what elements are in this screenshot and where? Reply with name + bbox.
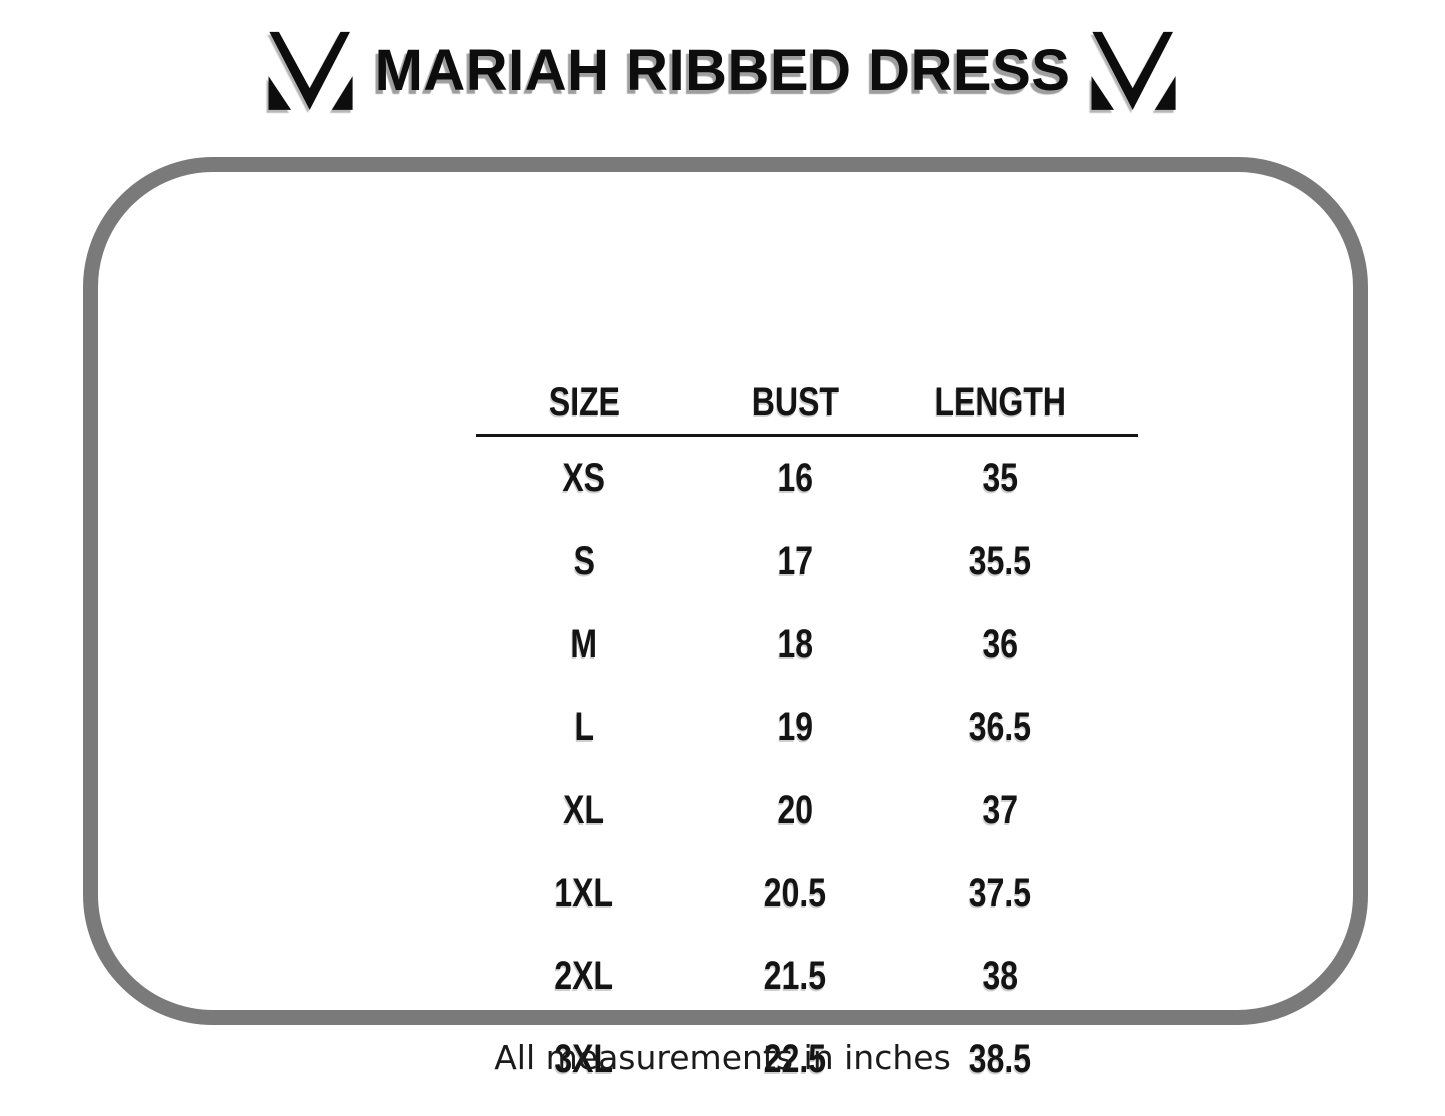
- cell-size: XS: [562, 456, 606, 500]
- cell-bust: 21.5: [763, 954, 827, 998]
- cell-size: 2XL: [554, 954, 614, 998]
- size-chart-panel: SIZE BUST LENGTH XS 16 35 S 17 35.5 M 18…: [83, 157, 1368, 1081]
- table-row: L 19 36.5: [476, 686, 1138, 769]
- table-row: 2XL 21.5 38: [476, 935, 1138, 1018]
- cell-bust: 16: [777, 456, 813, 500]
- page-title: MARIAH RIBBED DRESS: [374, 37, 1071, 103]
- cell-size: L: [574, 705, 594, 749]
- cell-size: M: [570, 622, 598, 666]
- cell-length: 38: [982, 954, 1018, 998]
- cell-size: XL: [563, 788, 605, 832]
- header-cell-length: LENGTH: [934, 379, 1066, 424]
- brand-m-logo-icon: [1091, 31, 1177, 110]
- table-row: M 18 36: [476, 603, 1138, 686]
- cell-size: 3XL: [554, 1037, 614, 1081]
- measurement-units-note: All measurements in inches: [494, 1038, 951, 1077]
- brand-m-logo-icon: [268, 31, 353, 110]
- cell-bust: 20: [777, 788, 813, 832]
- cell-length: 38.5: [968, 1037, 1032, 1081]
- cell-bust: 18: [777, 622, 813, 666]
- cell-bust: 17: [777, 539, 813, 583]
- size-chart-table: SIZE BUST LENGTH XS 16 35 S 17 35.5 M 18…: [476, 370, 1138, 1116]
- table-row: 4XL 23.5 39: [476, 1101, 1138, 1116]
- table-header-row: SIZE BUST LENGTH: [476, 370, 1138, 434]
- cell-bust: 22.5: [763, 1037, 827, 1081]
- cell-length: 36: [982, 622, 1018, 666]
- cell-length: 36.5: [968, 705, 1032, 749]
- cell-length: 37: [982, 788, 1018, 832]
- table-row: XS 16 35: [476, 437, 1138, 520]
- header-cell-bust: BUST: [751, 379, 839, 424]
- header: MARIAH RIBBED DRESS: [0, 22, 1445, 118]
- table-row: 3XL 22.5 38.5: [476, 1018, 1138, 1101]
- cell-length: 35: [982, 456, 1018, 500]
- cell-bust: 19: [777, 705, 813, 749]
- cell-length: 35.5: [968, 539, 1032, 583]
- table-row: 1XL 20.5 37.5: [476, 852, 1138, 935]
- cell-size: S: [573, 539, 595, 583]
- header-cell-size: SIZE: [548, 379, 620, 424]
- header-divider-line: [476, 434, 1138, 437]
- cell-bust: 20.5: [763, 871, 827, 915]
- table-row: S 17 35.5: [476, 520, 1138, 603]
- table-row: XL 20 37: [476, 769, 1138, 852]
- cell-length: 37.5: [968, 871, 1032, 915]
- cell-size: 1XL: [554, 871, 614, 915]
